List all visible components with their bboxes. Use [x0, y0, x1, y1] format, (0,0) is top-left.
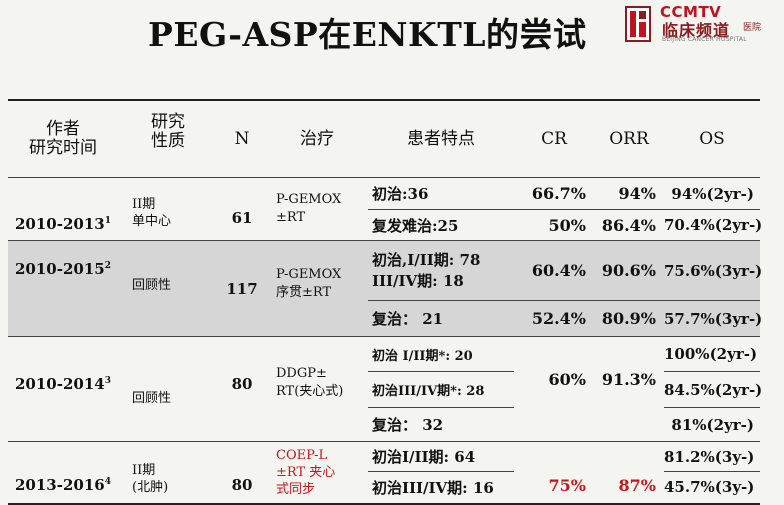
header-author-line1: 作者: [8, 120, 118, 139]
patient-feature: 初治,I/II期: 78 III/IV期: 18: [368, 241, 514, 301]
cr-value: 60.4%: [514, 241, 594, 301]
header-nature-line1: 研究: [118, 113, 218, 132]
logo-name-cn-small: 医院: [743, 20, 761, 33]
study-treatment: DDGP± RT(夹心式): [266, 337, 368, 442]
slide: PEG-ASP在ENKTL的尝试 CCMTV 临床频道 医院 BEIJING C…: [0, 0, 784, 492]
study-treatment: P-GEMOX 序贯±RT: [266, 241, 368, 337]
orr-value: 90.6%: [594, 241, 664, 301]
slide-title: PEG-ASP在ENKTL的尝试: [148, 8, 586, 56]
header-author: 作者 研究时间: [8, 100, 118, 178]
table-row: 2010-20131 II期 单中心 61 P-GEMOX ±RT 初治:36 …: [8, 178, 760, 210]
study-nature: II期 单中心: [118, 178, 218, 241]
os-value: 45.7%(3y-): [664, 472, 760, 504]
header-cr: CR: [514, 100, 594, 178]
cr-value: 66.7%: [514, 178, 594, 210]
patient-feature: 初治 I/II期*: 20: [368, 337, 514, 372]
header-orr: ORR: [594, 100, 664, 178]
study-period: 2010-20131: [8, 178, 118, 241]
cr-value: 52.4%: [514, 301, 594, 337]
cr-value: 60%: [514, 337, 594, 442]
cr-value: 50%: [514, 210, 594, 241]
patient-feature: 初治:36: [368, 178, 514, 210]
study-period: 2010-20143: [8, 337, 118, 442]
patient-feature: 初治I/II期: 64: [368, 442, 514, 472]
study-table: 作者 研究时间 研究 性质 N 治疗 患者特点 CR ORR OS 2010-2…: [8, 99, 760, 505]
header-author-line2: 研究时间: [8, 139, 118, 158]
patient-feature: 复治： 21: [368, 301, 514, 337]
os-value: 57.7%(3yr-): [664, 301, 760, 337]
header-treatment: 治疗: [266, 100, 368, 178]
os-value: 94%(2yr-): [664, 178, 760, 210]
header-features: 患者特点: [368, 100, 514, 178]
table-row: 2010-20152 回顾性 117 P-GEMOX 序贯±RT 初治,I/II…: [8, 241, 760, 301]
orr-value: 94%: [594, 178, 664, 210]
orr-value: 80.9%: [594, 301, 664, 337]
study-n: 80: [218, 442, 266, 504]
os-value: 75.6%(3yr-): [664, 241, 760, 301]
study-treatment: COEP-L ±RT 夹心 式同步: [266, 442, 368, 504]
patient-feature: 复发难治:25: [368, 210, 514, 241]
orr-value: 86.4%: [594, 210, 664, 241]
orr-value: 91.3%: [594, 337, 664, 442]
table-row: 2010-20143 回顾性 80 DDGP± RT(夹心式) 初治 I/II期…: [8, 337, 760, 372]
os-value: 70.4%(2yr-): [664, 210, 760, 241]
study-nature: II期 (北肿): [118, 442, 218, 504]
logo-name-en: BEIJING CANCER HOSPITAL: [662, 36, 747, 43]
table-row: 2013-20164 II期 (北肿) 80 COEP-L ±RT 夹心 式同步…: [8, 442, 760, 472]
patient-feature: 初治III/IV期*: 28: [368, 372, 514, 408]
orr-value: 87%: [594, 442, 664, 504]
logo-mark-icon: [624, 5, 652, 43]
header-os: OS: [664, 100, 760, 178]
patient-feature: 初治III/IV期: 16: [368, 472, 514, 504]
study-period: 2010-20152: [8, 241, 118, 337]
study-nature: 回顾性: [118, 337, 218, 442]
cr-value: 75%: [514, 442, 594, 504]
study-treatment: P-GEMOX ±RT: [266, 178, 368, 241]
header-n: N: [218, 100, 266, 178]
header-nature: 研究 性质: [118, 100, 218, 178]
study-period: 2013-20164: [8, 442, 118, 504]
os-value: 81%(2yr-): [664, 408, 760, 442]
study-n: 61: [218, 178, 266, 241]
os-value: 84.5%(2yr-): [664, 372, 760, 408]
table-header-row: 作者 研究时间 研究 性质 N 治疗 患者特点 CR ORR OS: [8, 100, 760, 178]
os-value: 100%(2yr-): [664, 337, 760, 372]
patient-feature: 复治： 32: [368, 408, 514, 442]
hospital-logo: CCMTV 临床频道 医院 BEIJING CANCER HOSPITAL: [622, 2, 784, 48]
study-n: 117: [218, 241, 266, 337]
header-nature-line2: 性质: [118, 132, 218, 151]
study-nature: 回顾性: [118, 241, 218, 337]
os-value: 81.2%(3y-): [664, 442, 760, 472]
study-n: 80: [218, 337, 266, 442]
